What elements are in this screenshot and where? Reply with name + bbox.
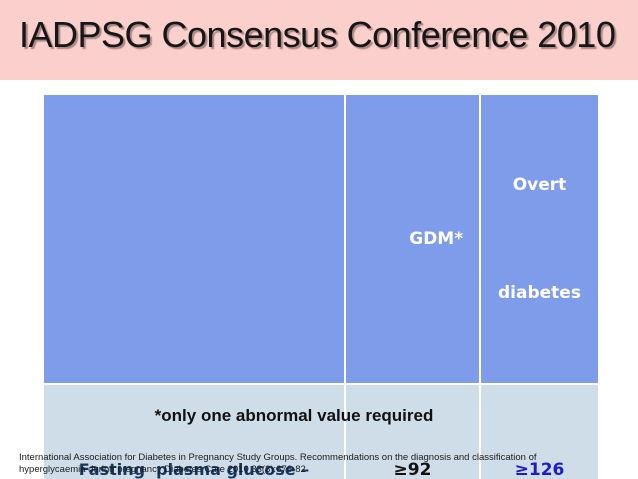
footnote-abnormal-value: *only one abnormal value required bbox=[154, 406, 434, 425]
gdm-value-line1: ≥92 bbox=[393, 460, 432, 479]
empty-header-cell bbox=[44, 95, 344, 383]
slide-title: IADPSG Consensus Conference 2010 bbox=[19, 14, 616, 55]
citation-reference: International Association for Diabetes i… bbox=[19, 452, 631, 475]
row-label-cell: Fasting plasma glucose – mg/dl (mmol/l) bbox=[44, 385, 344, 479]
overt-header-line1: Overt bbox=[512, 175, 567, 195]
citation-line2: hyperglycaemia during pregnancy Diabetes… bbox=[19, 463, 306, 475]
table-row-fasting-glucose: Fasting plasma glucose – mg/dl (mmol/l) … bbox=[44, 385, 598, 479]
citation-line1: International Association for Diabetes i… bbox=[19, 452, 537, 463]
gdm-column-header: GDM* bbox=[346, 95, 479, 383]
table-header-row: GDM* Overt diabetes bbox=[44, 95, 598, 383]
gdm-value-cell: ≥92 (5.1) bbox=[346, 385, 479, 479]
gdm-header-label: GDM* bbox=[409, 229, 464, 249]
overt-value-cell: ≥126 (7.0) bbox=[481, 385, 598, 479]
overt-header-line2: diabetes bbox=[498, 283, 581, 303]
overt-diabetes-column-header: Overt diabetes bbox=[481, 95, 598, 383]
overt-value-line1: ≥126 bbox=[514, 460, 565, 479]
row-label-line1: Fasting plasma glucose – bbox=[78, 460, 310, 479]
title-band bbox=[0, 0, 638, 80]
glucose-criteria-table: GDM* Overt diabetes Fasting plasma gluco… bbox=[42, 93, 600, 479]
